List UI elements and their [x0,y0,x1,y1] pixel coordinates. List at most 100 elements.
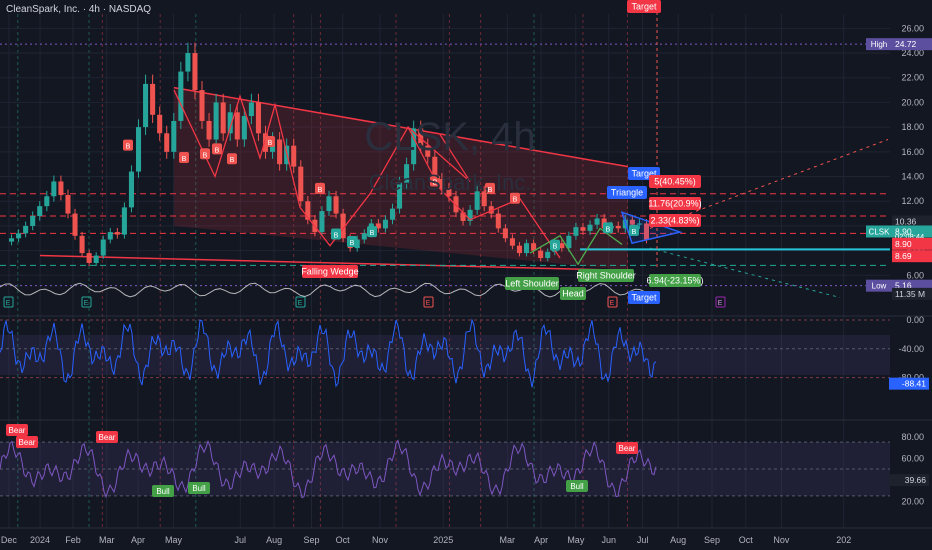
target-box-2-bg [649,197,701,210]
buy-sell-marker [430,175,440,187]
time-tick-label: Feb [65,535,81,545]
buy-sell-marker [347,235,357,247]
osc1-tick-label: -80.00 [898,373,924,383]
candle [128,171,134,208]
marker-letter: B [488,187,493,194]
target-label-bottom: Target [631,293,657,303]
low-price-label-key-bg [866,279,892,292]
candle [319,211,325,233]
candle [411,128,417,165]
candle [150,83,156,115]
time-tick-label: Jul [235,535,247,545]
candle [481,191,487,207]
candle [9,238,15,242]
candle [171,120,177,152]
time-tick-label: 202 [836,535,851,545]
price-tick-label: 6.00 [906,270,924,280]
candle [58,181,64,196]
signal-bg [6,424,28,436]
chart-title: CleanSpark, Inc. · 4h · NASDAQ [6,4,152,15]
marker-letter: B [230,157,235,164]
buy-sell-marker [603,222,613,234]
target-box-1-bg [649,175,701,188]
time-tick-label: May [567,535,585,545]
osc1-last-bg [889,377,929,390]
right-shoulder-label-bg [578,269,634,282]
falling-wedge-label-bg [302,265,358,278]
high-price-label: 24.72 [895,39,917,49]
buy-sell-marker [550,239,560,251]
marker-letter: B [433,179,438,186]
price-tick-label: 18.00 [901,122,924,132]
candle [192,53,198,91]
buy-sell-marker [200,148,210,160]
candle [453,196,459,213]
volume-label-bg [892,287,932,300]
earnings-marker [423,296,434,308]
buy-sell-marker [212,143,222,155]
candle [248,102,254,117]
candle [587,224,593,231]
left-shoulder-label: Left Shoulder [505,279,559,289]
volume-ma [0,282,651,298]
price-tick-label: 12.00 [901,196,924,206]
last-price-label-key: CLSK [869,227,891,236]
osc2-tick-label: 20.00 [901,496,924,506]
red-price-label-1-bg [892,237,932,250]
signal-bg [16,436,38,448]
candle [143,83,149,128]
marker-letter: B [334,233,339,240]
time-tick-label: Oct [739,535,754,545]
candle [199,90,205,121]
signal-bg [566,480,588,492]
osc1-tick-label: 0.00 [906,315,924,325]
candle [594,218,600,225]
candle [636,223,642,225]
red-price-label-2: 8.69 [895,251,912,261]
target-box-1: 5(40.45%) [654,177,696,187]
triangle-label-bg [607,186,647,199]
bull-signal: Bull [156,487,170,496]
target-box-4: 6.94(-23.15%) [646,276,703,286]
buy-sell-marker [485,182,495,194]
candle [213,102,219,140]
candle [531,243,537,251]
time-tick-label: Jul [637,535,649,545]
marker-letter: B [513,197,518,204]
buy-sell-marker [510,192,520,204]
bear-signal: Bear [9,426,26,435]
candle [382,219,388,229]
buy-sell-marker [315,182,325,194]
buy-sell-marker [629,224,639,236]
bear-signal: Bear [19,438,36,447]
candle [615,225,621,229]
last-price-label-bg [892,225,932,238]
last-price-label: 8.90 [895,226,912,236]
earnings-marker [3,296,14,308]
candle [460,212,466,221]
last-price-label-key-bg [866,225,892,238]
high-price-label-key-bg [866,38,892,51]
wedge-zigzag [173,89,561,259]
candle [502,228,508,239]
price-tick-label: 16.00 [901,147,924,157]
marker-letter: B [553,244,558,251]
volume-label: 11.35 M [895,289,925,299]
bear-signal: Bear [619,444,636,453]
buy-sell-marker [179,152,189,163]
buy-sell-marker [227,153,237,165]
candle [629,219,635,225]
signal-bg [152,485,174,497]
candle [51,181,57,197]
right-shoulder-label: Right Shoulder [576,271,636,281]
candle [509,238,515,246]
red-price-label-1: 8.90 [895,239,912,249]
marker-letter: B [350,240,355,247]
head-label: Head [562,289,584,299]
target-label-top: Target [631,2,657,12]
candle [446,188,452,197]
candle [566,235,572,249]
candle [30,216,36,226]
